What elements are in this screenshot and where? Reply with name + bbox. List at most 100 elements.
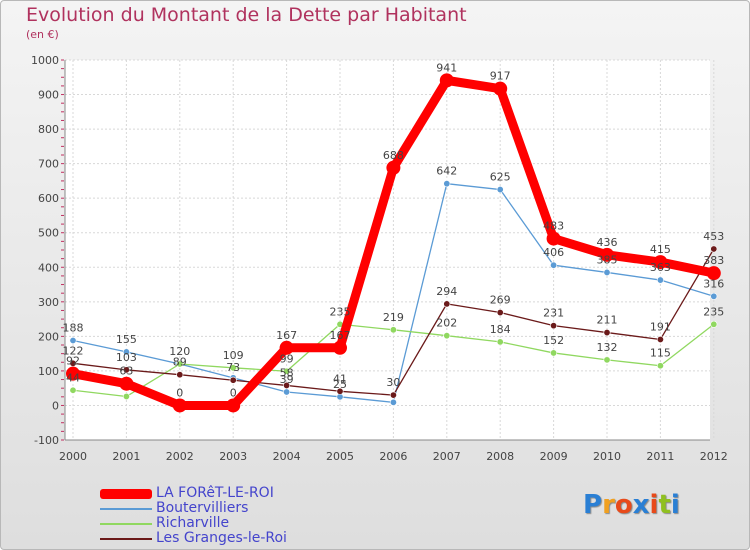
brand-letter: t xyxy=(658,490,671,520)
data-label-series-3: 231 xyxy=(543,307,564,320)
data-point-series-0 xyxy=(66,366,80,381)
x-tick-label: 2003 xyxy=(219,450,247,463)
legend-label-series-2: Richarville xyxy=(156,515,230,531)
data-label-series-1: 39 xyxy=(280,373,294,386)
data-point-series-0 xyxy=(386,160,401,175)
brand-logo: Proxiti xyxy=(583,490,680,520)
y-tick-label: 1000 xyxy=(31,54,59,67)
data-label-series-2: 132 xyxy=(597,341,618,354)
legend-swatch-series-1 xyxy=(100,507,152,510)
data-label-series-1: 406 xyxy=(543,246,564,259)
data-label-series-3: 294 xyxy=(436,285,457,298)
data-label-series-0: 483 xyxy=(543,220,564,233)
data-point-series-3 xyxy=(176,371,184,379)
data-label-series-1: 316 xyxy=(703,277,724,290)
data-label-series-1: 385 xyxy=(597,253,618,266)
data-label-series-0: 436 xyxy=(597,236,618,249)
data-label-series-3: 73 xyxy=(226,361,240,374)
data-label-series-0: 688 xyxy=(383,149,404,162)
chart-title: Evolution du Montant de la Dette par Hab… xyxy=(26,4,467,26)
data-point-series-0 xyxy=(279,340,294,355)
data-point-series-3 xyxy=(710,245,718,253)
data-point-series-0 xyxy=(546,231,561,246)
data-label-series-3: 103 xyxy=(116,351,137,364)
data-label-series-3: 269 xyxy=(490,294,511,307)
data-label-series-2: 109 xyxy=(223,349,244,362)
x-tick-label: 2009 xyxy=(540,450,568,463)
data-point-series-3 xyxy=(69,359,77,367)
data-point-series-1 xyxy=(443,180,451,188)
legend-item-series-0: LA FORêT-LE-ROI xyxy=(100,486,400,501)
brand-letter: x xyxy=(632,490,650,520)
data-label-series-2: 115 xyxy=(650,347,671,360)
data-label-series-0: 941 xyxy=(436,61,457,74)
chart-subtitle: (en €) xyxy=(26,28,59,41)
data-point-series-1 xyxy=(283,388,291,396)
x-tick-label: 2002 xyxy=(166,450,194,463)
data-point-series-2 xyxy=(69,386,77,394)
data-point-series-0 xyxy=(226,398,241,413)
data-label-series-0: 383 xyxy=(703,254,724,267)
chart-plot: -100010020030040050060070080090010002000… xyxy=(31,54,728,463)
data-label-series-2: 152 xyxy=(543,334,564,347)
data-point-series-1 xyxy=(656,276,664,284)
y-tick-label: 0 xyxy=(52,399,59,412)
data-point-series-2 xyxy=(443,332,451,340)
brand-letter: P xyxy=(583,490,603,520)
legend-swatch-series-0 xyxy=(100,488,152,499)
data-point-series-2 xyxy=(656,362,664,370)
y-tick-label: 900 xyxy=(38,89,59,102)
data-label-series-3: 453 xyxy=(703,230,724,243)
y-tick-label: 100 xyxy=(38,365,59,378)
data-label-series-0: 0 xyxy=(230,386,237,399)
data-point-series-3 xyxy=(229,376,237,384)
data-label-series-1: 120 xyxy=(169,345,190,358)
data-point-series-3 xyxy=(389,391,397,399)
data-label-series-1: 363 xyxy=(650,261,671,274)
brand-letter: i xyxy=(649,490,659,520)
data-point-series-0 xyxy=(119,376,134,391)
data-point-series-3 xyxy=(283,381,291,389)
x-tick-label: 2005 xyxy=(326,450,354,463)
data-label-series-3: 122 xyxy=(63,344,84,357)
x-tick-label: 2006 xyxy=(379,450,407,463)
data-label-series-0: 167 xyxy=(330,329,351,342)
data-label-series-2: 184 xyxy=(490,323,511,336)
data-point-series-3 xyxy=(603,329,611,337)
x-tick-label: 2000 xyxy=(59,450,87,463)
data-point-series-0 xyxy=(706,266,721,281)
y-tick-label: 500 xyxy=(38,227,59,240)
data-label-series-0: 167 xyxy=(276,329,297,342)
y-tick-label: -100 xyxy=(34,434,59,447)
legend-swatch-series-2 xyxy=(100,522,152,525)
x-tick-label: 2012 xyxy=(700,450,728,463)
data-point-series-0 xyxy=(600,247,614,262)
data-point-series-0 xyxy=(653,255,668,270)
data-point-series-0 xyxy=(439,73,454,88)
x-tick-label: 2008 xyxy=(486,450,514,463)
data-point-series-2 xyxy=(229,364,237,372)
data-label-series-3: 211 xyxy=(597,314,618,327)
data-point-series-1 xyxy=(69,337,77,345)
y-tick-label: 400 xyxy=(38,261,59,274)
data-label-series-0: 92 xyxy=(66,355,80,368)
data-point-series-3 xyxy=(122,366,130,374)
data-label-series-1: 625 xyxy=(490,171,511,184)
data-label-series-0: 63 xyxy=(119,365,133,378)
y-tick-label: 800 xyxy=(38,123,59,136)
data-point-series-3 xyxy=(550,322,558,330)
data-label-series-2: 44 xyxy=(66,371,80,384)
data-label-series-2: 219 xyxy=(383,311,404,324)
data-point-series-2 xyxy=(496,338,504,346)
data-label-series-2: 235 xyxy=(330,305,351,318)
legend-item-series-2: Richarville xyxy=(100,516,400,531)
data-point-series-2 xyxy=(603,356,611,364)
x-tick-label: 2001 xyxy=(112,450,140,463)
data-point-series-0 xyxy=(493,81,508,96)
data-point-series-3 xyxy=(656,335,664,343)
data-point-series-1 xyxy=(122,348,130,356)
data-label-series-0: 0 xyxy=(176,386,183,399)
brand-letter: o xyxy=(614,490,633,520)
data-point-series-3 xyxy=(336,387,344,395)
legend-label-series-3: Les Granges-le-Roi xyxy=(156,530,287,546)
